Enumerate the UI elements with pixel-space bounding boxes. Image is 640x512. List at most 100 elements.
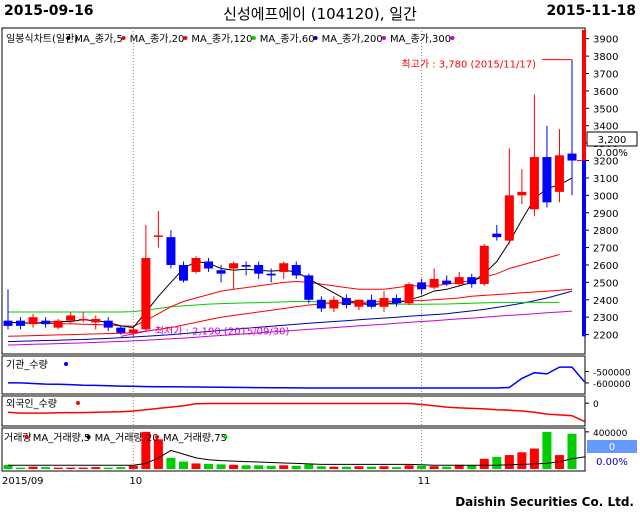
y-tick-label: 3000 <box>593 191 618 202</box>
candle <box>78 311 88 323</box>
candle <box>479 244 489 286</box>
volume-bar <box>279 465 289 469</box>
ma300-line <box>7 310 573 346</box>
candle <box>266 268 276 283</box>
axis-down-bar <box>582 160 586 337</box>
candle-body <box>304 275 314 300</box>
y-tick-label: -500000 <box>593 369 631 379</box>
candle <box>366 294 376 309</box>
candle-body <box>103 320 113 328</box>
candle <box>392 294 402 307</box>
candle <box>492 224 502 241</box>
volume-bar <box>141 431 151 469</box>
candle <box>241 261 251 276</box>
candle-body <box>153 235 163 237</box>
legend-item: MA_종가,20 <box>130 33 185 45</box>
candle-body <box>216 270 226 274</box>
institution-legend: 기관_수량 <box>6 359 48 371</box>
y-tick-label: 3900 <box>593 35 618 46</box>
candle <box>66 311 76 325</box>
candle <box>204 258 214 272</box>
candle <box>141 224 151 332</box>
legend-item: MA_종가,200 <box>322 33 383 45</box>
candle-body <box>241 264 251 267</box>
y-tick-label: 2200 <box>593 331 618 342</box>
candle <box>417 278 427 295</box>
candle-body <box>191 258 201 272</box>
y-tick-label: 3700 <box>593 70 618 81</box>
y-tick-label: 400000 <box>593 429 628 439</box>
volume-bar <box>542 431 552 469</box>
candle <box>254 261 264 279</box>
candle <box>529 94 539 217</box>
candle <box>116 325 126 335</box>
candle-body <box>254 264 264 274</box>
end-date: 2015-11-18 <box>546 3 636 19</box>
volume-bar <box>492 456 502 469</box>
y-tick-label: 2300 <box>593 313 618 324</box>
legend-item: 일봉식차트(일간) <box>6 33 78 45</box>
candle-body <box>91 318 101 323</box>
legend-marker <box>313 36 318 40</box>
volume-legend-item: MA_거래량,5 <box>33 432 91 444</box>
candle <box>304 273 314 304</box>
candle <box>91 315 101 330</box>
panel-frame-2 <box>1 395 586 427</box>
candle <box>128 327 138 337</box>
candle-body <box>529 157 539 210</box>
legend-marker <box>251 36 256 40</box>
candle-body <box>78 318 88 321</box>
volume-bar <box>392 467 402 469</box>
volume-legend-marker <box>223 435 228 439</box>
volume-bar <box>41 467 51 469</box>
candle <box>191 256 201 274</box>
volume-current-box <box>587 440 637 453</box>
candle-body <box>316 299 326 309</box>
volume-bar <box>91 467 101 469</box>
candle <box>3 289 13 330</box>
volume-bar <box>3 464 13 469</box>
volume-bar <box>28 466 38 469</box>
current-change: 0.00% <box>596 148 628 159</box>
volume-bar <box>216 464 226 469</box>
legend-item: MA_종가,120 <box>191 33 252 45</box>
candle-body <box>3 320 13 326</box>
candle-body <box>41 320 51 325</box>
candle <box>542 125 552 208</box>
volume-legend-item: 거래량 <box>4 432 32 444</box>
y-tick-label: 2900 <box>593 209 618 220</box>
institution-legend-marker <box>64 362 68 366</box>
candle <box>41 317 51 328</box>
volume-bar <box>66 467 76 469</box>
candle-body <box>467 277 477 285</box>
candle <box>316 296 326 312</box>
candle <box>279 261 289 279</box>
candle <box>429 268 439 290</box>
y-tick-label: 3400 <box>593 122 618 133</box>
candle-body <box>204 261 214 269</box>
volume-bar <box>116 467 126 469</box>
candle-body <box>166 237 176 265</box>
candle-body <box>392 298 402 304</box>
candle <box>291 261 301 279</box>
candle <box>329 296 339 312</box>
chart-title: 신성에프에이 (104120), 일간 <box>223 5 417 23</box>
legend-marker <box>66 36 71 40</box>
foreign-legend-marker <box>76 401 80 405</box>
ma200-line <box>7 290 573 343</box>
volume-bar <box>103 467 113 469</box>
candle-body <box>178 264 188 281</box>
candle <box>517 169 527 205</box>
candle <box>166 230 176 269</box>
volume-bar <box>404 465 414 469</box>
candle <box>229 261 239 290</box>
y-tick-label: -600000 <box>593 380 631 390</box>
high-annotation: 최고가 : 3,780 (2015/11/17) <box>401 59 536 71</box>
candle-body <box>116 327 126 333</box>
volume-bar <box>379 466 389 469</box>
volume-bar <box>254 465 264 469</box>
volume-bar <box>341 466 351 469</box>
candle <box>153 211 163 248</box>
foreign-legend: 외국인_수량 <box>6 398 57 410</box>
